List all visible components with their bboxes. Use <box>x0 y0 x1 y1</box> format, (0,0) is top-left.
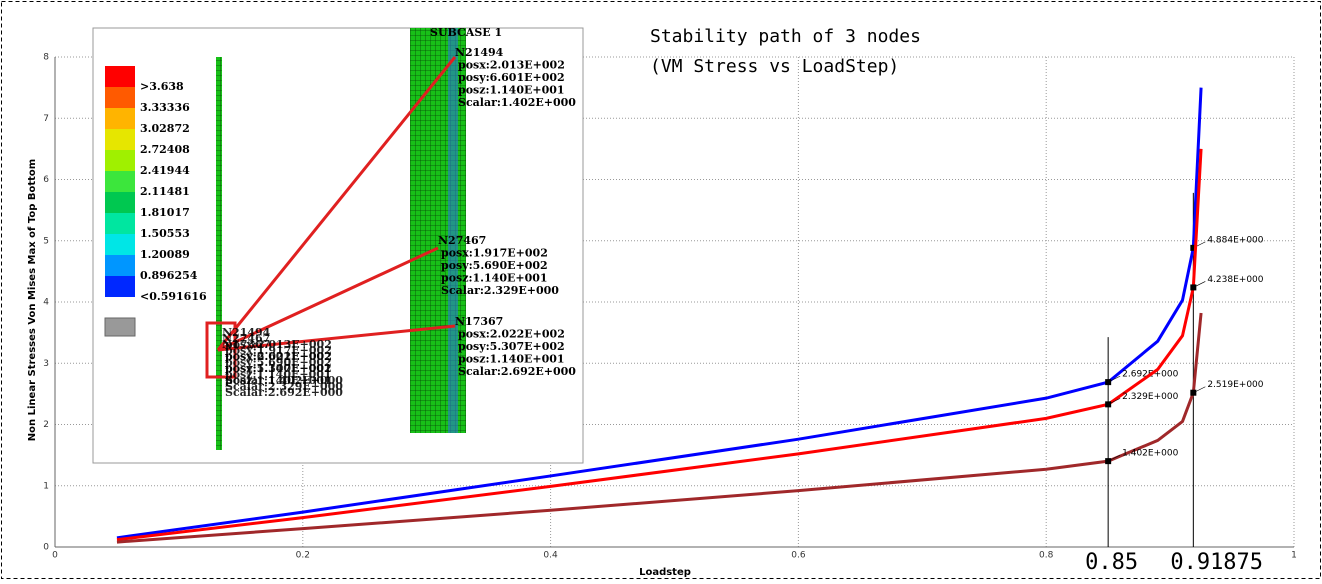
model-thin <box>216 57 222 450</box>
legend-swatch <box>105 87 135 108</box>
y-tick-label: 7 <box>43 114 49 124</box>
x-tick-label: 0 <box>52 551 58 561</box>
legend-label: 0.896254 <box>140 269 198 282</box>
data-label: 2.519E+000 <box>1207 380 1263 390</box>
data-label: 4.884E+000 <box>1207 235 1263 245</box>
legend-swatch <box>105 234 135 255</box>
legend-label: 1.50553 <box>140 227 190 240</box>
x-tick-label: 0.6 <box>791 551 806 561</box>
node-annotation: N27467 <box>438 234 486 247</box>
legend-label: 1.20089 <box>140 248 190 261</box>
node-annotation: posx:1.917E+002 <box>441 247 548 260</box>
legend-swatch <box>105 255 135 276</box>
data-label: 4.238E+000 <box>1207 275 1263 285</box>
node-annotation: Scalar:1.402E+000 <box>458 96 576 109</box>
y-tick-label: 2 <box>43 420 49 430</box>
y-tick-label: 6 <box>43 175 49 185</box>
y-tick-label: 0 <box>43 543 49 553</box>
y-tick-label: 4 <box>43 298 49 308</box>
legend-label: 3.02872 <box>140 122 190 135</box>
no-value-swatch <box>105 318 135 336</box>
legend-label: 2.72408 <box>140 143 190 156</box>
node-annotation: posz:1.140E+001 <box>441 272 548 285</box>
node-annotation-overlap: Scalar:2.692E+000 <box>225 386 343 399</box>
node-annotation: posx:2.022E+002 <box>458 328 565 341</box>
y-tick-label: 5 <box>43 236 49 246</box>
y-axis-label: Non Linear Stresses Von Mises Max of Top… <box>27 159 38 441</box>
x-axis-label: Loadstep <box>639 567 691 578</box>
node-annotation: posy:5.690E+002 <box>441 259 548 272</box>
legend-swatch <box>105 213 135 234</box>
subcase-label: SUBCASE 1 <box>430 26 502 39</box>
model-stripe <box>448 28 458 433</box>
data-label: 1.402E+000 <box>1122 449 1178 459</box>
node-annotation: N17367 <box>455 315 503 328</box>
node-annotation: posx:2.013E+002 <box>458 59 565 72</box>
x-tick-label: 1 <box>1291 551 1297 561</box>
marker-label: 0.91875 <box>1170 550 1263 575</box>
node-annotation: posy:6.601E+002 <box>458 71 565 84</box>
legend-swatch <box>105 66 135 87</box>
legend-label: <0.591616 <box>140 290 207 303</box>
legend-label: 2.11481 <box>140 185 190 198</box>
legend-swatch <box>105 192 135 213</box>
node-annotation: posy:5.307E+002 <box>458 340 565 353</box>
legend-label: 2.41944 <box>140 164 190 177</box>
node-annotation: posz:1.140E+001 <box>458 84 565 97</box>
inset-image: SUBCASE 1 >3.638 3.33336 3.02872 2.72408 2.4… <box>93 26 583 463</box>
node-annotation: N21494 <box>455 46 504 59</box>
legend-swatch <box>105 108 135 129</box>
y-tick-label: 8 <box>43 53 49 63</box>
chart-title: Stability path of 3 nodes <box>650 26 921 47</box>
data-label: 2.329E+000 <box>1122 392 1178 402</box>
legend-label: 1.81017 <box>140 206 190 219</box>
marker-label: 0.85 <box>1085 550 1138 575</box>
legend-swatch <box>105 276 135 297</box>
y-tick-label: 1 <box>43 481 49 491</box>
node-annotation: Scalar:2.329E+000 <box>441 284 559 297</box>
legend-label: >3.638 <box>140 80 184 93</box>
y-tick-label: 3 <box>43 359 49 369</box>
x-tick-label: 0.2 <box>296 551 310 561</box>
node-annotation: posz:1.140E+001 <box>458 353 565 366</box>
x-tick-label: 0.4 <box>543 551 558 561</box>
legend-label: 3.33336 <box>140 101 190 114</box>
x-tick-label: 0.8 <box>1039 551 1054 561</box>
node-annotation: Scalar:2.692E+000 <box>458 365 576 378</box>
chart-subtitle: (VM Stress vs LoadStep) <box>650 56 899 77</box>
legend-swatch <box>105 171 135 192</box>
legend-swatch <box>105 150 135 171</box>
legend-swatch <box>105 129 135 150</box>
chart: Stability path of 3 nodes (VM Stress vs … <box>0 0 1322 580</box>
